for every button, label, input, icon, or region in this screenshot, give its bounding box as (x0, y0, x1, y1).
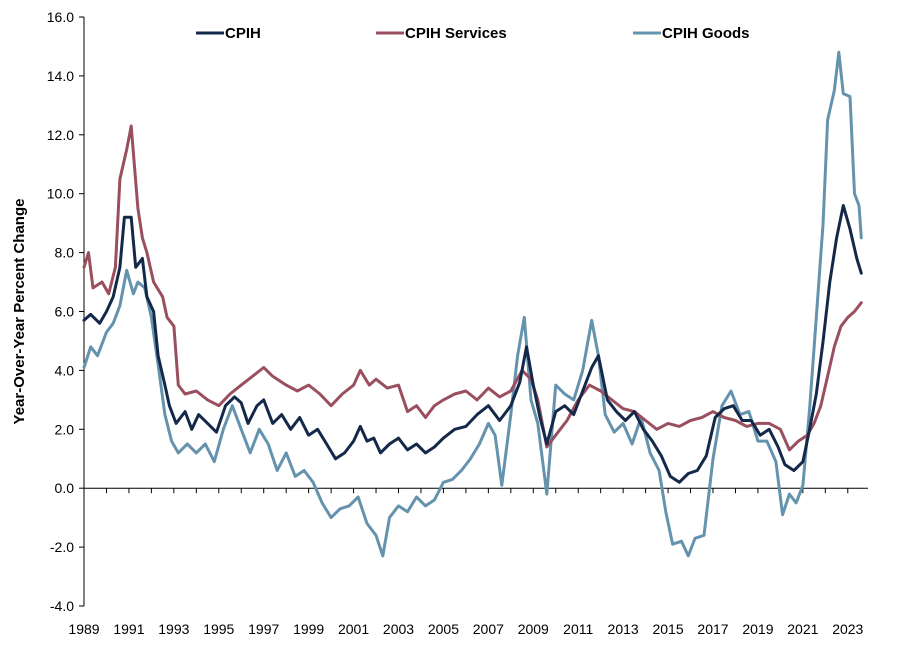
x-tick-label: 1991 (113, 621, 144, 637)
x-tick-label: 1989 (68, 621, 99, 637)
legend-label: CPIH (225, 25, 261, 42)
legend: CPIH CPIH Services CPIH Goods (196, 25, 750, 42)
y-tick-label: 0.0 (55, 480, 75, 496)
y-tick-label: 6.0 (55, 304, 75, 320)
x-tick-label: 2013 (608, 621, 639, 637)
x-tick-label: 2001 (338, 621, 369, 637)
y-axis-ticks: -4.0 -2.0 0.0 2.0 4.0 6.0 8.0 10.0 12.0 14.0 16.0 (47, 9, 84, 614)
y-axis-title: Year-Over-Year Percent Change (11, 199, 28, 425)
y-tick-label: 12.0 (47, 127, 74, 143)
y-tick-label: 2.0 (55, 421, 75, 437)
x-tick-label: 2017 (697, 621, 728, 637)
x-tick-label: 2019 (742, 621, 773, 637)
y-tick-label: 10.0 (47, 186, 74, 202)
series-line-cpih-services (82, 124, 863, 452)
x-tick-label: 2015 (652, 621, 683, 637)
x-tick-label: 2011 (563, 621, 593, 637)
series-line-cpih (82, 204, 863, 484)
y-tick-label: 4.0 (55, 362, 75, 378)
x-tick-label: 1993 (158, 621, 189, 637)
x-tick-label: 1995 (203, 621, 234, 637)
x-tick-label: 1999 (293, 621, 324, 637)
x-tick-label: 2007 (473, 621, 504, 637)
y-tick-label: 8.0 (55, 245, 75, 261)
plot-area (83, 17, 868, 606)
x-tick-label: 2005 (428, 621, 459, 637)
x-tick-label: 2003 (383, 621, 414, 637)
y-tick-label: 16.0 (47, 9, 74, 25)
y-tick-label: 14.0 (47, 68, 74, 84)
y-tick-label: -2.0 (50, 539, 74, 555)
series-line-cpih-goods (82, 50, 863, 558)
x-axis-ticks: 1989 1991 1993 1995 1997 1999 2001 2003 2005 2007… (68, 488, 864, 637)
x-tick-label: 2021 (787, 621, 818, 637)
y-tick-label: -4.0 (50, 598, 74, 614)
legend-label: CPIH Goods (662, 25, 750, 42)
series-lines (82, 50, 863, 558)
x-tick-label: 1997 (248, 621, 279, 637)
x-tick-label: 2009 (518, 621, 549, 637)
legend-label: CPIH Services (405, 25, 507, 42)
x-tick-label: 2023 (832, 621, 863, 637)
